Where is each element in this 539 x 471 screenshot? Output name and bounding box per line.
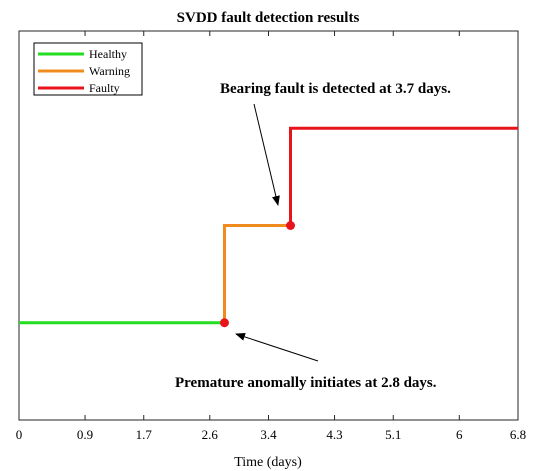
x-tick-label: 2.6 — [202, 427, 219, 442]
x-tick-label: 1.7 — [136, 427, 153, 442]
marker-layer — [219, 221, 296, 328]
legend: Healthy Warning Faulty — [33, 42, 143, 96]
x-tick-label: 3.4 — [260, 427, 277, 442]
series-layer — [19, 126, 518, 325]
annotation-bearing-fault: Bearing fault is detected at 3.7 days. — [220, 81, 451, 97]
x-tick-layer: 0 0.9 1.7 2.6 3.4 4.3 5.1 6 6.8 — [16, 31, 526, 442]
x-tick-label: 6.8 — [510, 427, 526, 442]
annotation-arrow-bearing-fault — [253, 103, 280, 206]
legend-label-faulty: Faulty — [89, 81, 120, 95]
x-tick-label: 0.9 — [77, 427, 93, 442]
annotation-premature-anomaly: Premature anomally initiates at 2.8 days… — [175, 375, 437, 391]
event-marker-1 — [219, 318, 229, 328]
series-line-faulty — [289, 126, 518, 226]
event-marker-2 — [286, 221, 296, 230]
legend-label-warning: Warning — [89, 64, 130, 78]
x-tick-label: 6 — [456, 427, 463, 442]
chart-title: SVDD fault detection results — [177, 10, 360, 26]
legend-box — [33, 42, 143, 96]
x-tick-label: 5.1 — [385, 427, 401, 442]
annotation-arrow-premature-anomaly — [235, 333, 319, 362]
legend-label-healthy: Healthy — [89, 47, 127, 61]
x-axis-label: Time (days) — [234, 455, 302, 470]
x-tick-label: 4.3 — [326, 427, 342, 442]
x-tick-label: 0 — [16, 427, 23, 442]
